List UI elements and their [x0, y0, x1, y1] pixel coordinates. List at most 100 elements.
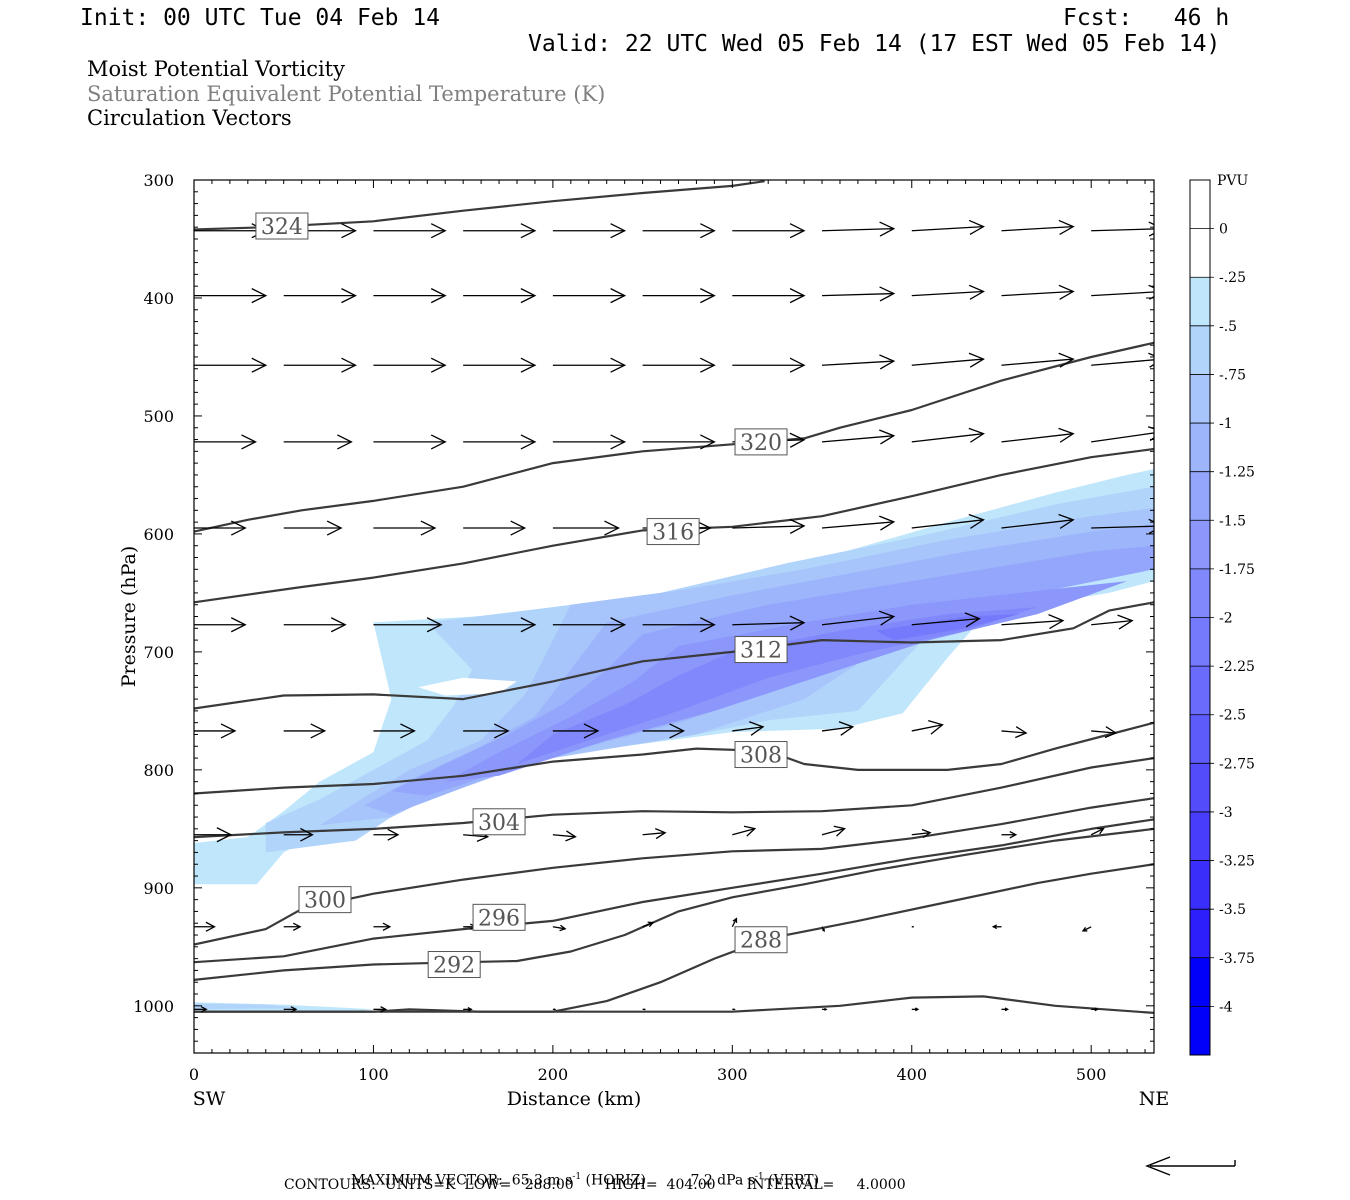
vector-head — [878, 610, 896, 626]
vector-head — [700, 434, 716, 450]
vector-head — [838, 721, 855, 736]
colorbar-box — [1190, 860, 1210, 910]
vector-head — [695, 520, 712, 536]
vector-arrow — [1001, 614, 1065, 630]
contour-label-box — [646, 518, 700, 546]
vector-shaft — [1091, 228, 1154, 232]
vector-arrow — [552, 924, 567, 932]
vector-arrow — [911, 427, 985, 443]
vector-head — [341, 357, 357, 373]
vector-arrow — [642, 357, 716, 373]
vector-shaft — [821, 827, 845, 836]
vector-shaft — [1090, 828, 1104, 836]
vector-arrow — [821, 610, 896, 626]
vector-arrow — [373, 357, 447, 373]
colorbar-box — [1190, 714, 1210, 764]
max-vector-note: MAXIMUM VECTOR: 65.3 m s-1 (HORIZ) 7.2 d… — [342, 1159, 819, 1188]
vector-head — [968, 427, 985, 443]
vector-head — [789, 615, 806, 631]
colorbar-label: -.75 — [1219, 367, 1246, 383]
colorbar-label: -3 — [1219, 805, 1233, 821]
y-tick-label: 500 — [143, 407, 174, 426]
vector-head — [337, 434, 353, 450]
vector-arrow — [194, 617, 247, 633]
vector-arrow — [822, 354, 896, 370]
vector-arrow — [283, 357, 357, 373]
colorbar-box — [1190, 617, 1210, 667]
colorbar-label: -1.25 — [1219, 465, 1255, 481]
vector-arrow — [373, 617, 443, 633]
vector-arrow — [821, 429, 896, 445]
vector-arrow — [373, 723, 416, 739]
vector-shaft — [732, 622, 805, 626]
vector-shaft — [1091, 432, 1154, 443]
vector-arrow — [552, 434, 627, 450]
vector-shaft — [822, 292, 894, 297]
colorbar-box — [1190, 471, 1210, 521]
vector-arrow — [732, 721, 765, 736]
vector-arrow — [642, 617, 716, 633]
vector-head — [1147, 426, 1154, 442]
vector-head — [382, 922, 392, 931]
vector-arrow — [373, 922, 392, 931]
contour-label-box — [734, 926, 788, 954]
vector-head — [1004, 1007, 1010, 1012]
vector-head — [493, 723, 510, 739]
vector-arrow — [373, 434, 447, 450]
y-tick-label: 1000 — [133, 997, 174, 1016]
vector-arrow — [642, 288, 716, 304]
contour-label: 320 — [740, 431, 782, 456]
vector-shaft — [1091, 359, 1154, 366]
vector-head — [968, 284, 985, 300]
colorbar-label: -1 — [1219, 416, 1233, 432]
vector-arrow — [463, 288, 537, 304]
colorbar-box — [1190, 180, 1210, 229]
colorbar-label: 0 — [1219, 222, 1228, 238]
vector-arrow — [821, 825, 846, 837]
vector-shaft — [1001, 358, 1074, 366]
vector-arrow — [552, 723, 600, 739]
vector-shaft — [1001, 620, 1064, 626]
x-tick-label: 500 — [1076, 1065, 1107, 1084]
colorbar-label: -2.25 — [1219, 659, 1255, 675]
ne-label: NE — [1139, 1088, 1170, 1110]
vector-shaft — [911, 832, 931, 836]
vector-head — [833, 825, 846, 837]
vector-head — [654, 827, 667, 840]
contour-label: 288 — [740, 929, 782, 954]
vector-head — [1058, 284, 1075, 300]
pv-hole-0 — [418, 677, 517, 696]
vector-head — [420, 520, 437, 536]
vector-head — [430, 288, 447, 304]
colorbar-box — [1190, 423, 1210, 472]
vector-head — [921, 828, 932, 839]
vector-head — [200, 1006, 208, 1013]
vector-shaft — [1091, 620, 1133, 626]
colorbar-box — [1190, 957, 1210, 1007]
vector-arrow — [552, 1008, 557, 1011]
vector-shaft — [1001, 433, 1074, 443]
vector-head — [968, 513, 985, 529]
vector-head — [915, 1007, 920, 1012]
vector-head — [430, 357, 447, 373]
vector-arrow — [1091, 726, 1118, 739]
vector-head — [733, 1008, 736, 1011]
vector-arrow — [1081, 926, 1092, 932]
vector-head — [879, 286, 896, 302]
vector-head — [991, 924, 998, 930]
vector-head — [520, 617, 537, 633]
contour-label: 292 — [433, 954, 475, 979]
contour-label: 324 — [261, 215, 303, 240]
vector-head — [700, 223, 716, 239]
max-vector-exponent-1: -1 — [572, 1172, 582, 1182]
vector-head — [789, 518, 806, 534]
vector-head — [824, 1007, 828, 1011]
vector-arrow — [732, 357, 806, 373]
vector-head — [430, 223, 447, 239]
vector-arrow — [283, 1006, 298, 1013]
vector-head — [230, 520, 247, 536]
colorbar-box — [1190, 666, 1210, 715]
vector-arrow — [194, 288, 268, 304]
theta-contour-312 — [194, 601, 1154, 710]
vector-head — [1096, 827, 1105, 835]
